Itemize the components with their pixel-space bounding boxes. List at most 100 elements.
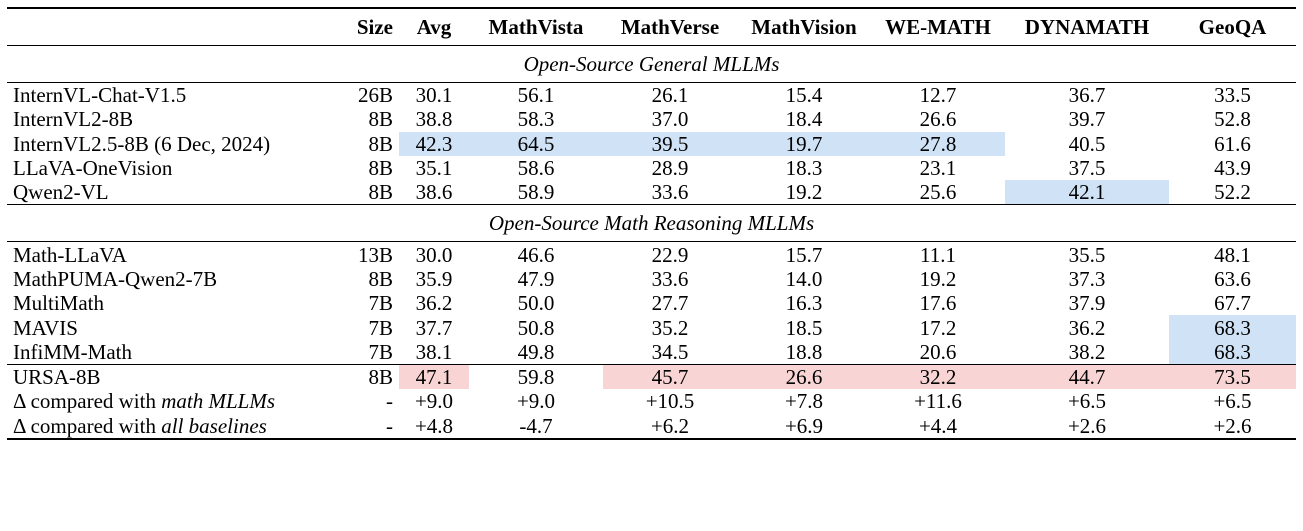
model-name-cell: Δ compared with all baselines <box>7 414 329 439</box>
size-cell: 13B <box>357 242 393 267</box>
table-row: InternVL2.5-8B (6 Dec, 2024) 8B 42.3 64.5 39… <box>7 131 1296 156</box>
score-cell: 38.6 <box>415 180 453 205</box>
score-cell: 33.6 <box>651 266 689 291</box>
model-name-cell: Δ compared with math MLLMs <box>7 389 329 413</box>
score-cell: 36.2 <box>1068 315 1106 340</box>
score-cell: 67.7 <box>1214 291 1251 316</box>
score-cell: 58.3 <box>517 107 555 132</box>
score-cell: 18.8 <box>785 339 823 364</box>
score-cell: 56.1 <box>517 83 555 108</box>
model-name-cell: MultiMath <box>7 291 329 315</box>
score-cell: 17.2 <box>919 315 957 340</box>
score-cell: 68.3 <box>1169 339 1296 365</box>
score-cell: 47.9 <box>517 266 555 291</box>
score-cell: 33.6 <box>651 180 689 205</box>
table-row: Δ compared with math MLLMs - +9.0 +9.0 +10.5… <box>7 389 1296 413</box>
score-cell: 40.5 <box>1068 131 1106 156</box>
header-row: Size Avg MathVista MathVerse MathVision … <box>7 8 1296 46</box>
table-row: LLaVA-OneVision 8B 35.1 58.6 28.9 18.3 23.1 37.… <box>7 156 1296 180</box>
score-cell: 22.9 <box>651 242 689 267</box>
header-mathverse: MathVerse <box>620 15 720 39</box>
model-name-cell: InternVL2-8B <box>7 107 329 131</box>
size-cell: 8B <box>368 131 393 156</box>
score-cell: 49.8 <box>517 339 555 364</box>
score-cell: 26.1 <box>651 83 689 108</box>
table-row: Math-LLaVA 13B 30.0 46.6 22.9 15.7 11.1 35.5 48.… <box>7 241 1296 267</box>
header-model <box>7 8 329 46</box>
header-mathvista: MathVista <box>488 15 584 39</box>
score-cell: 35.1 <box>415 156 453 181</box>
score-cell: 42.1 <box>1005 180 1169 205</box>
size-cell: - <box>386 413 393 438</box>
score-cell: 45.7 <box>603 364 737 390</box>
score-cell: 37.3 <box>1068 266 1106 291</box>
model-name: InfiMM-Math <box>13 339 132 364</box>
score-cell: 35.5 <box>1068 242 1106 267</box>
table-row: MathPUMA-Qwen2-7B 8B 35.9 47.9 33.6 14.0 19.2 3… <box>7 267 1296 291</box>
score-cell: 59.8 <box>517 365 555 390</box>
model-name-emphasis: all baselines <box>161 413 267 438</box>
model-name: URSA-8B <box>13 365 101 390</box>
score-cell: 17.6 <box>919 291 957 316</box>
table-row: Δ compared with all baselines - +4.8 -4.7 +6… <box>7 414 1296 439</box>
score-cell: 37.5 <box>1068 156 1106 181</box>
size-cell: 8B <box>368 266 393 291</box>
model-name-cell: MAVIS <box>7 315 329 339</box>
score-cell: 18.4 <box>785 107 823 132</box>
score-cell: 61.6 <box>1214 131 1251 156</box>
score-cell: 43.9 <box>1214 156 1251 181</box>
score-cell: +4.8 <box>414 413 454 438</box>
score-cell: 19.7 <box>737 131 871 156</box>
table-body: Open-Source General MLLMs InternVL-Chat-V… <box>7 45 1296 439</box>
score-cell: 52.2 <box>1214 180 1251 205</box>
score-cell: +6.9 <box>784 413 824 438</box>
table-row: InternVL-Chat-V1.5 26B 30.1 56.1 26.1 15.4 12.… <box>7 82 1296 108</box>
score-cell: 23.1 <box>919 156 957 181</box>
model-name: InternVL2.5-8B (6 Dec, 2024) <box>13 131 271 156</box>
model-name-cell: InternVL2.5-8B (6 Dec, 2024) <box>7 132 329 156</box>
score-cell: 63.6 <box>1214 266 1251 291</box>
model-name: InternVL2-8B <box>13 107 134 132</box>
score-cell: 27.8 <box>871 131 1005 156</box>
size-cell: 8B <box>368 180 393 205</box>
score-cell: 35.9 <box>415 266 453 291</box>
score-cell: +7.8 <box>784 389 824 414</box>
score-cell: 68.3 <box>1169 315 1296 340</box>
score-cell: +6.5 <box>1213 389 1252 414</box>
header-dynamath: DYNAMATH <box>1024 15 1150 39</box>
score-cell: 33.5 <box>1214 83 1251 108</box>
score-cell: 46.6 <box>517 242 555 267</box>
model-name-cell: Math-LLaVA <box>7 242 329 267</box>
table-row: InfiMM-Math 7B 38.1 49.8 34.5 18.8 20.6 38.2 68.… <box>7 339 1296 365</box>
score-cell: +4.4 <box>918 413 958 438</box>
score-cell: 15.7 <box>785 242 823 267</box>
score-cell: 42.3 <box>399 131 469 156</box>
model-name: MathPUMA-Qwen2-7B <box>13 266 218 291</box>
model-name: Math-LLaVA <box>13 242 127 267</box>
score-cell: 73.5 <box>1169 364 1296 390</box>
score-cell: 30.0 <box>415 242 453 267</box>
model-name-cell: URSA-8B <box>7 364 329 389</box>
score-cell: 18.5 <box>785 315 823 340</box>
section-title: Open-Source Math Reasoning MLLMs <box>488 211 815 236</box>
results-table: Size Avg MathVista MathVerse MathVision … <box>7 7 1296 440</box>
score-cell: +9.0 <box>516 389 556 414</box>
score-cell: +10.5 <box>645 389 695 414</box>
table-row: URSA-8B 8B 47.1 59.8 45.7 26.6 32.2 44.7 73.5 <box>7 364 1296 390</box>
table-row: MultiMath 7B 36.2 50.0 27.7 16.3 17.6 37.9 67.7 <box>7 291 1296 315</box>
size-cell: 8B <box>368 365 393 390</box>
score-cell: 37.0 <box>651 107 689 132</box>
score-cell: 35.2 <box>651 315 689 340</box>
model-name-cell: Qwen2-VL <box>7 180 329 205</box>
header-wemath: WE-MATH <box>885 15 991 39</box>
score-cell: 38.1 <box>415 339 453 364</box>
section-title: Open-Source General MLLMs <box>523 52 780 76</box>
model-name-cell: InfiMM-Math <box>7 340 329 365</box>
score-cell: 12.7 <box>919 83 957 108</box>
score-cell: 25.6 <box>919 180 957 205</box>
score-cell: 11.1 <box>920 242 956 267</box>
score-cell: 44.7 <box>1005 364 1169 390</box>
section-header-row: Open-Source Math Reasoning MLLMs <box>7 204 1296 242</box>
table-row: MAVIS 7B 37.7 50.8 35.2 18.5 17.2 36.2 68.3 <box>7 315 1296 340</box>
header-geoqa: GeoQA <box>1198 15 1267 39</box>
